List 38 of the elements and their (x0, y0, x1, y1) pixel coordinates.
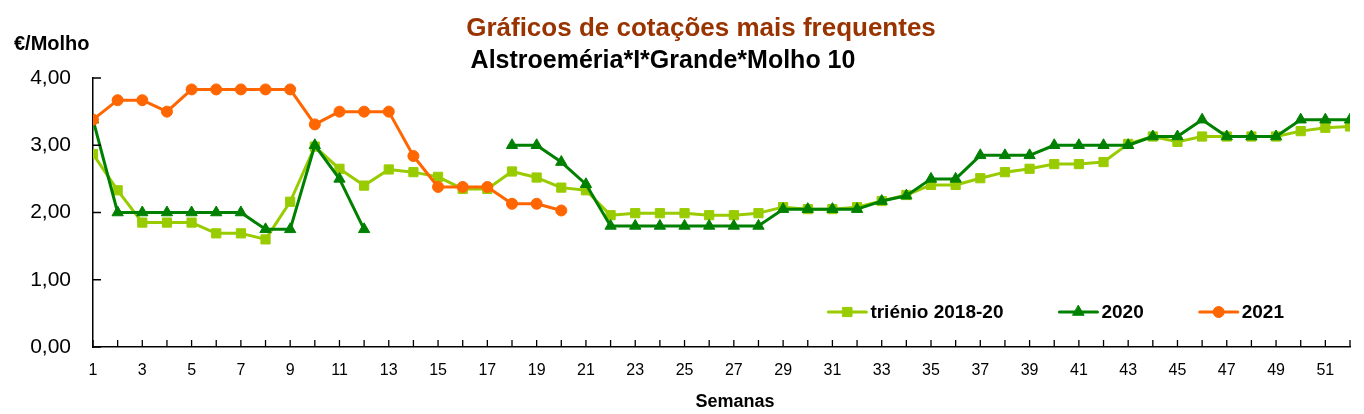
chart-title: Gráficos de cotações mais frequentes (466, 12, 936, 42)
y-tick-label: 4,00 (30, 64, 71, 88)
x-tick-label: 17 (478, 361, 497, 379)
legend-label: 2020 (1101, 301, 1144, 323)
x-tick-label: 1 (88, 361, 98, 379)
x-tick-label: 29 (774, 361, 793, 379)
x-tick-label: 5 (187, 361, 197, 379)
x-tick-label: 51 (1316, 361, 1335, 379)
x-tick-label: 7 (236, 361, 246, 379)
y-tick-label: 2,00 (30, 199, 71, 223)
y-tick-label: 3,00 (30, 132, 71, 156)
x-tick-label: 19 (527, 361, 546, 379)
x-tick-label: 31 (823, 361, 842, 379)
x-tick-label: 45 (1168, 361, 1187, 379)
y-tick-label: 1,00 (30, 266, 71, 290)
y-axis-title: €/Molho (14, 32, 90, 54)
x-tick-label: 15 (429, 361, 448, 379)
x-tick-label: 41 (1069, 361, 1088, 379)
x-tick-label: 49 (1267, 361, 1286, 379)
x-tick-label: 3 (137, 361, 147, 379)
x-tick-label: 27 (724, 361, 743, 379)
chart-subtitle: Alstroeméria*I*Grande*Molho 10 (470, 45, 856, 73)
x-tick-label: 43 (1119, 361, 1138, 379)
x-tick-label: 35 (922, 361, 940, 379)
x-tick-label: 37 (971, 361, 990, 379)
legend-label: triénio 2018-20 (870, 301, 1004, 323)
x-tick-label: 33 (872, 361, 891, 379)
x-tick-label: 9 (285, 361, 295, 379)
legend-label: 2021 (1241, 301, 1285, 323)
x-tick-label: 11 (331, 361, 348, 379)
x-axis-title: Semanas (695, 391, 775, 411)
x-tick-label: 47 (1217, 361, 1236, 379)
x-tick-label: 39 (1020, 361, 1039, 379)
x-tick-label: 25 (675, 361, 694, 379)
x-tick-label: 23 (626, 361, 645, 379)
x-tick-label: 21 (577, 361, 595, 379)
y-tick-label: 0,00 (30, 333, 71, 357)
x-tick-label: 13 (379, 361, 398, 379)
